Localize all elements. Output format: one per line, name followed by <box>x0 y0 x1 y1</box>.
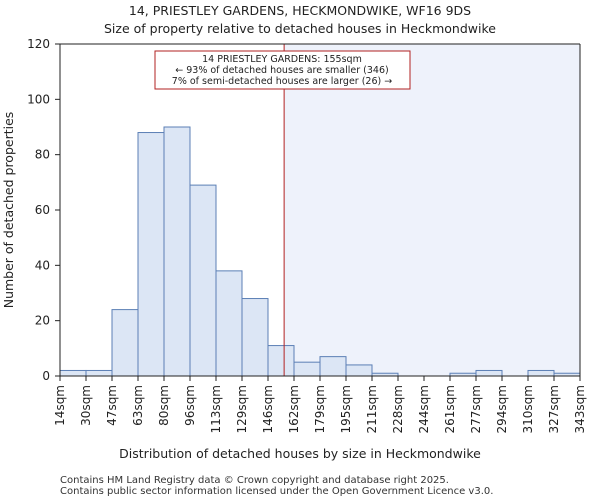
bar-63sqm <box>137 132 165 377</box>
bar-80sqm <box>163 126 191 377</box>
y-tick-label: 0 <box>42 369 50 383</box>
x-tick-label-14sqm: 14sqm <box>53 385 67 426</box>
y-axis-ticks: 0 20 40 60 80 100 120 <box>27 37 60 383</box>
x-tick-label-195sqm: 195sqm <box>339 385 353 433</box>
bars-group <box>59 126 581 377</box>
x-tick-label-146sqm: 146sqm <box>261 385 275 433</box>
x-tick-label-343sqm: 343sqm <box>573 385 587 433</box>
x-tick-label-162sqm: 162sqm <box>287 385 301 433</box>
y-tick-label: 80 <box>35 148 50 162</box>
x-tick-label-261sqm: 261sqm <box>443 385 457 433</box>
bar-14sqm <box>59 369 87 377</box>
x-tick-label-277sqm: 277sqm <box>469 385 483 433</box>
highlight-region <box>284 44 580 376</box>
x-tick-label-179sqm: 179sqm <box>313 385 327 433</box>
x-axis-label: Distribution of detached houses by size … <box>119 446 481 461</box>
y-tick-label: 100 <box>27 92 50 106</box>
x-tick-label-310sqm: 310sqm <box>521 385 535 433</box>
x-tick-label-211sqm: 211sqm <box>365 385 379 433</box>
x-tick-label-228sqm: 228sqm <box>391 385 405 433</box>
y-tick-label: 120 <box>27 37 50 51</box>
x-tick-label-294sqm: 294sqm <box>495 385 509 433</box>
y-tick-label: 40 <box>35 258 50 272</box>
x-tick-label-327sqm: 327sqm <box>547 385 561 433</box>
chart-subtitle: Size of property relative to detached ho… <box>104 21 496 36</box>
annotation-box: 14 PRIESTLEY GARDENS: 155sqm ← 93% of de… <box>154 50 411 90</box>
bar-195sqm <box>345 364 373 377</box>
y-tick-label: 20 <box>35 314 50 328</box>
annotation-line-3: 7% of semi-detached houses are larger (2… <box>172 76 392 87</box>
x-tick-label-113sqm: 113sqm <box>209 385 223 433</box>
y-axis-label: Number of detached properties <box>1 112 16 309</box>
annotation-line-1: 14 PRIESTLEY GARDENS: 155sqm <box>202 54 362 65</box>
bar-146sqm <box>267 345 295 377</box>
x-tick-label-63sqm: 63sqm <box>131 385 145 426</box>
footer-line-1: Contains HM Land Registry data © Crown c… <box>60 475 449 486</box>
x-tick-label-244sqm: 244sqm <box>417 385 431 433</box>
bar-277sqm <box>475 369 503 377</box>
x-tick-label-47sqm: 47sqm <box>105 385 119 426</box>
x-tick-label-129sqm: 129sqm <box>235 385 249 433</box>
bar-129sqm <box>241 298 269 377</box>
bar-47sqm <box>111 309 139 377</box>
x-tick-label-30sqm: 30sqm <box>79 385 93 426</box>
bar-96sqm <box>189 184 217 377</box>
chart-title: 14, PRIESTLEY GARDENS, HECKMONDWIKE, WF1… <box>129 3 471 18</box>
bar-179sqm <box>319 356 347 377</box>
bar-113sqm <box>215 270 243 377</box>
bar-310sqm <box>527 369 555 377</box>
x-tick-label-80sqm: 80sqm <box>157 385 171 426</box>
x-axis-ticks: 14sqm 30sqm 47sqm 63sqm 80sqm 96sqm 113sqm 129s… <box>53 376 587 433</box>
bar-30sqm <box>85 369 113 377</box>
x-tick-label-96sqm: 96sqm <box>183 385 197 426</box>
annotation-line-2: ← 93% of detached houses are smaller (34… <box>175 65 388 76</box>
footer-line-2: Contains public sector information licen… <box>60 486 493 497</box>
y-tick-label: 60 <box>35 203 50 217</box>
bar-162sqm <box>293 361 321 377</box>
